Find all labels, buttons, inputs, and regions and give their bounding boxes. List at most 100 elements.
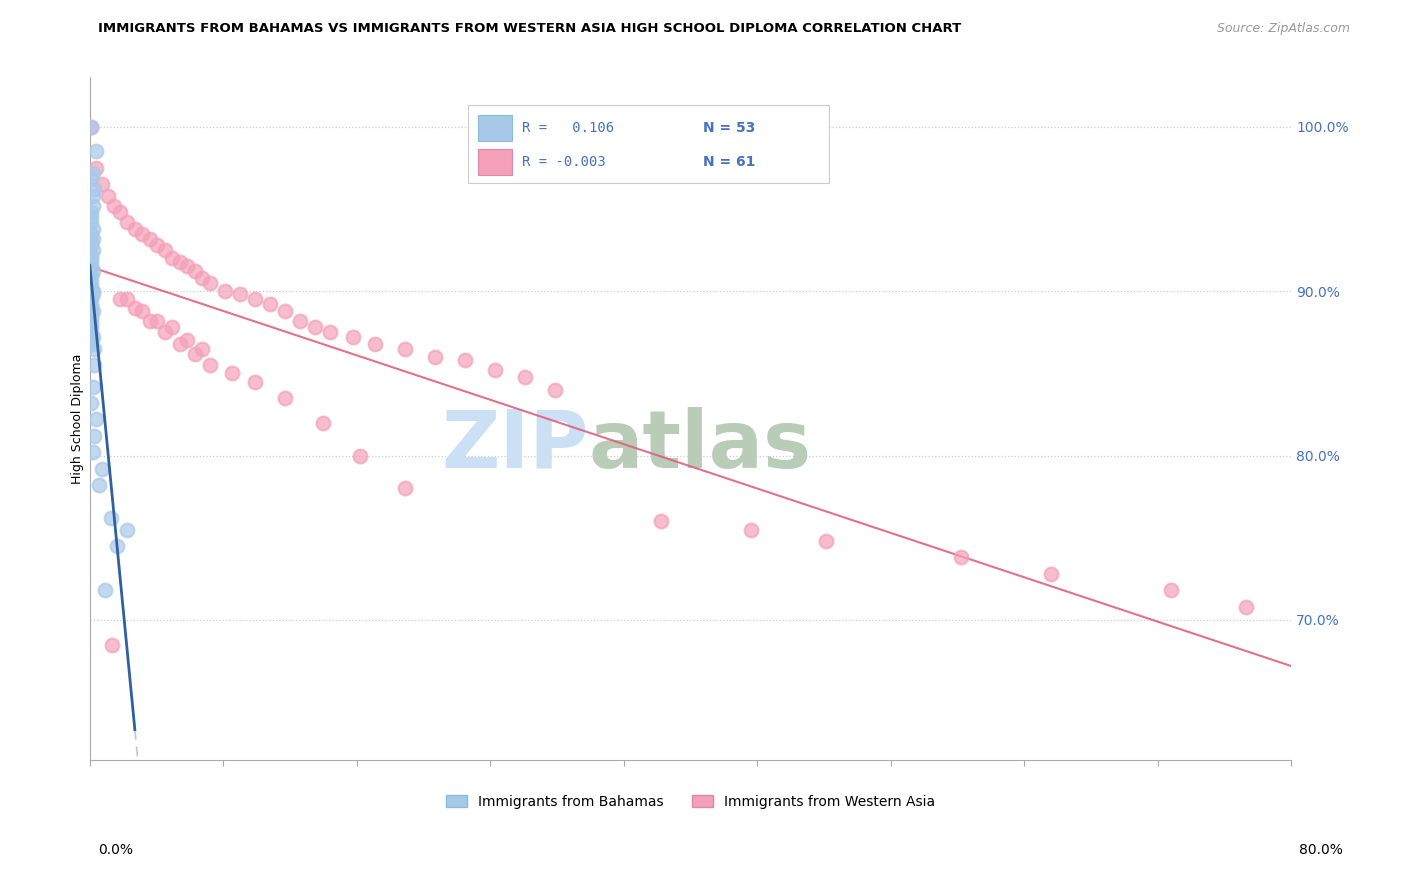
Point (124, 221, 146, 235)
Point (94, 583, 117, 598)
Point (80, 215, 103, 229)
Point (117, 293, 139, 307)
Point (80, 172, 103, 186)
Point (176, 334, 198, 348)
FancyBboxPatch shape (478, 115, 512, 141)
FancyBboxPatch shape (468, 104, 828, 183)
Point (80, 301, 103, 315)
Point (243, 293, 266, 307)
Point (83, 182, 105, 196)
Point (311, 416, 333, 430)
Point (364, 336, 387, 351)
Point (515, 369, 537, 384)
Text: R = -0.003: R = -0.003 (523, 155, 606, 169)
Point (80, 317, 103, 331)
Point (544, 383, 567, 397)
Point (82, 231, 104, 245)
Point (243, 375, 266, 389)
Point (80, 120, 103, 134)
Point (80, 254, 103, 268)
Point (80, 396, 103, 410)
Text: N = 53: N = 53 (703, 121, 755, 135)
Point (82, 264, 104, 278)
FancyBboxPatch shape (478, 149, 512, 175)
Point (214, 284, 236, 298)
Point (84, 161, 107, 175)
Point (80, 238, 103, 252)
Text: Source: ZipAtlas.com: Source: ZipAtlas.com (1216, 22, 1350, 36)
Point (304, 320, 326, 334)
Point (80, 334, 103, 348)
Point (184, 264, 207, 278)
Point (288, 314, 311, 328)
Point (80, 248, 103, 262)
Point (108, 205, 131, 219)
Text: atlas: atlas (589, 407, 811, 485)
Point (124, 301, 146, 315)
Point (108, 293, 131, 307)
Point (105, 539, 128, 553)
Point (82, 379, 104, 393)
Point (103, 199, 125, 213)
Point (162, 320, 184, 334)
Point (84, 412, 107, 426)
Point (153, 325, 176, 339)
Point (80, 120, 103, 134)
Text: R =   0.106: R = 0.106 (523, 121, 614, 135)
Point (484, 363, 506, 377)
Point (949, 550, 972, 565)
Point (80, 271, 103, 285)
Point (80, 260, 103, 274)
Point (221, 367, 243, 381)
Point (198, 358, 221, 372)
Point (117, 215, 139, 229)
Point (131, 227, 153, 241)
Point (229, 287, 252, 301)
Point (80, 310, 103, 325)
Point (139, 314, 162, 328)
Point (80, 205, 103, 219)
Point (90, 461, 112, 475)
Point (80, 307, 103, 321)
Point (191, 271, 214, 285)
Point (80, 210, 103, 224)
Point (80, 235, 103, 249)
Text: IMMIGRANTS FROM BAHAMAS VS IMMIGRANTS FROM WESTERN ASIA HIGH SCHOOL DIPLOMA CORR: IMMIGRANTS FROM BAHAMAS VS IMMIGRANTS FR… (98, 22, 962, 36)
Point (80, 325, 103, 339)
Point (100, 511, 122, 525)
Point (425, 350, 447, 364)
Point (90, 178, 112, 192)
Point (169, 336, 191, 351)
Point (169, 254, 191, 268)
Point (83, 429, 105, 443)
Point (82, 287, 104, 301)
Point (80, 320, 103, 334)
Point (162, 252, 184, 266)
Point (740, 523, 762, 537)
Point (146, 314, 169, 328)
Point (153, 243, 176, 257)
Point (82, 304, 104, 318)
Point (101, 638, 124, 652)
Point (176, 260, 198, 274)
Point (82, 166, 104, 180)
Point (139, 231, 162, 245)
Point (82, 199, 104, 213)
Point (83, 342, 105, 356)
Point (82, 189, 104, 203)
Point (319, 325, 342, 339)
Point (83, 358, 105, 372)
Point (82, 243, 104, 257)
Point (80, 268, 103, 282)
Point (97, 189, 120, 203)
Point (342, 330, 364, 344)
Point (191, 342, 214, 356)
Point (80, 293, 103, 307)
Point (274, 304, 297, 318)
Point (1234, 599, 1257, 614)
Point (131, 304, 153, 318)
Point (394, 342, 416, 356)
Point (1040, 566, 1063, 581)
Legend: Immigrants from Bahamas, Immigrants from Western Asia: Immigrants from Bahamas, Immigrants from… (441, 789, 941, 814)
Point (87, 478, 110, 492)
